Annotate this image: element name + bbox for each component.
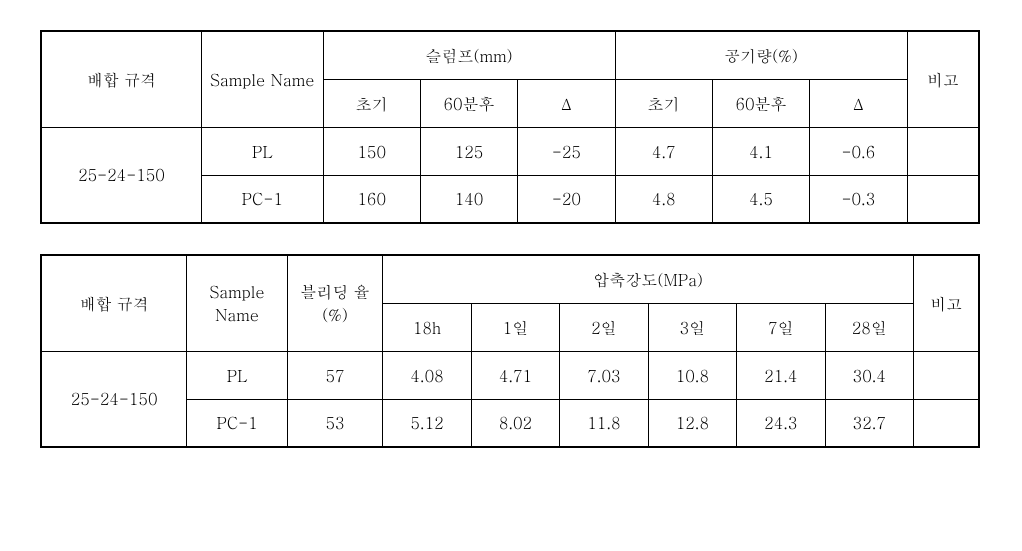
cell-3d: 10.8 [648,351,736,399]
cell-air-delta: -0.3 [810,175,907,223]
header-1d: 1일 [471,303,559,351]
cell-slump-60: 125 [420,127,517,175]
cell-note [914,351,979,399]
header-note: 비고 [907,31,979,127]
cell-1d: 4.71 [471,351,559,399]
cell-1d: 8.02 [471,399,559,447]
cell-7d: 21.4 [737,351,825,399]
cell-air-60: 4.5 [712,175,809,223]
cell-air-delta: -0.6 [810,127,907,175]
cell-spec: 25-24-150 [41,351,187,447]
header-bleeding: 블리딩 율 (%) [287,255,383,351]
header-sample: Sample Name [187,255,288,351]
header-note: 비고 [914,255,979,351]
cell-note [907,127,979,175]
header-spec: 배합 규격 [41,255,187,351]
table-row: 25-24-150 PL 57 4.08 4.71 7.03 10.8 21.4… [41,351,979,399]
cell-note [914,399,979,447]
header-18h: 18h [383,303,471,351]
cell-slump-delta: -20 [518,175,615,223]
cell-slump-initial: 160 [323,175,420,223]
cell-air-initial: 4.7 [615,127,712,175]
header-slump-initial: 초기 [323,79,420,127]
header-sample: Sample Name [201,31,323,127]
header-strength-group: 압축강도(MPa) [383,255,914,303]
slump-air-table: 배합 규격 Sample Name 슬럼프(mm) 공기량(%) 비고 초기 6… [40,30,980,224]
header-slump-group: 슬럼프(mm) [323,31,615,79]
header-air-60: 60분후 [712,79,809,127]
cell-sample: PC-1 [201,175,323,223]
header-7d: 7일 [737,303,825,351]
cell-sample: PC-1 [187,399,288,447]
cell-7d: 24.3 [737,399,825,447]
cell-spec: 25-24-150 [41,127,201,223]
header-air-group: 공기량(%) [615,31,907,79]
cell-air-initial: 4.8 [615,175,712,223]
cell-sample: PL [201,127,323,175]
cell-bleeding: 53 [287,399,383,447]
header-air-initial: 초기 [615,79,712,127]
table-row: 25-24-150 PL 150 125 -25 4.7 4.1 -0.6 [41,127,979,175]
header-spec: 배합 규격 [41,31,201,127]
cell-slump-initial: 150 [323,127,420,175]
cell-sample: PL [187,351,288,399]
cell-28d: 32.7 [825,399,914,447]
header-2d: 2일 [560,303,648,351]
cell-bleeding: 57 [287,351,383,399]
cell-slump-60: 140 [420,175,517,223]
header-3d: 3일 [648,303,736,351]
strength-table: 배합 규격 Sample Name 블리딩 율 (%) 압축강도(MPa) 비고… [40,254,980,448]
cell-3d: 12.8 [648,399,736,447]
cell-18h: 5.12 [383,399,471,447]
cell-air-60: 4.1 [712,127,809,175]
header-28d: 28일 [825,303,914,351]
cell-2d: 11.8 [560,399,648,447]
cell-28d: 30.4 [825,351,914,399]
cell-18h: 4.08 [383,351,471,399]
cell-slump-delta: -25 [518,127,615,175]
header-air-delta: Δ [810,79,907,127]
header-slump-delta: Δ [518,79,615,127]
header-slump-60: 60분후 [420,79,517,127]
cell-note [907,175,979,223]
cell-2d: 7.03 [560,351,648,399]
